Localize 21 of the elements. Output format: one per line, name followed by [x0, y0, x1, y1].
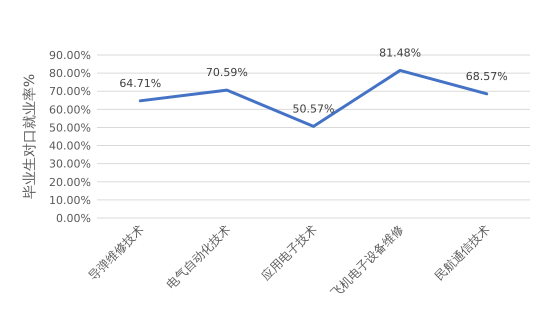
- data-label: 81.48%: [379, 46, 422, 60]
- y-tick-label: 80.00%: [49, 67, 91, 80]
- data-label: 70.59%: [206, 66, 248, 80]
- y-tick-label: 0.00%: [56, 212, 91, 225]
- y-axis-title: 毕业生对口就业率%: [22, 74, 38, 200]
- x-tick-label: 应用电子技术: [258, 222, 320, 284]
- y-tick-label: 40.00%: [49, 140, 91, 153]
- x-tick-label: 民航通信技术: [432, 222, 493, 284]
- y-tick-label: 30.00%: [49, 158, 91, 171]
- y-tick-label: 10.00%: [49, 194, 91, 207]
- x-tick-label: 飞机电子设备维修: [328, 222, 406, 300]
- y-tick-label: 50.00%: [49, 121, 91, 134]
- y-tick-label: 90.00%: [49, 49, 91, 62]
- x-tick-label: 导弹维修技术: [86, 222, 146, 284]
- x-tick-label: 电气自动化技术: [164, 222, 234, 292]
- y-tick-label: 20.00%: [49, 176, 91, 189]
- data-label: 64.71%: [119, 76, 162, 90]
- y-tick-label: 70.00%: [49, 85, 91, 98]
- data-label: 50.57%: [292, 102, 334, 116]
- y-tick-label: 60.00%: [49, 103, 91, 116]
- data-label: 68.57%: [466, 70, 508, 83]
